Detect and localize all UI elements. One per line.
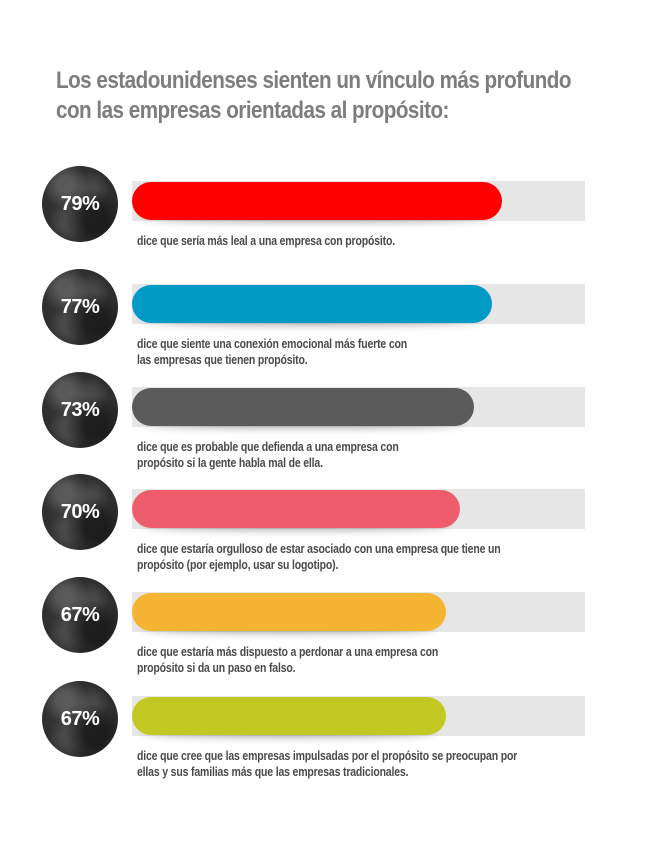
percent-badge: 73% [42,372,118,448]
chart-title: Los estadounidenses sienten un vínculo m… [56,66,589,126]
caption-line: dice que siente una conexión emocional m… [137,337,408,351]
title-line-1: Los estadounidenses sienten un vínculo m… [56,67,572,94]
bar [132,388,474,426]
percent-badge: 67% [42,681,118,757]
bar-row: 79% dice que sería más leal a una empresa… [0,166,650,304]
title-line-2: con las empresas orientadas al propósito… [56,97,449,124]
bar-row: 67% dice que estaría más dispuesto a perd… [0,577,650,715]
percent-badge: 77% [42,269,118,345]
percent-label: 67% [60,603,100,626]
bar [132,490,460,528]
bar-caption: dice que siente una conexión emocional m… [137,336,574,368]
bar [132,182,502,220]
percent-label: 73% [60,398,100,421]
bar-caption: dice que sería más leal a una empresa co… [137,233,574,249]
bar [132,697,446,735]
bar-row: 77% dice que siente una conexión emociona… [0,269,650,407]
percent-label: 67% [60,707,100,730]
caption-line: propósito (por ejemplo, usar su logotipo… [137,558,339,572]
caption-line: ellas y sus familias más que las empresa… [137,765,409,779]
caption-line: dice que sería más leal a una empresa co… [137,234,395,248]
caption-line: las empresas que tienen propósito. [137,353,308,367]
percent-label: 70% [60,500,100,523]
caption-line: dice que estaría orgulloso de estar asoc… [137,542,501,556]
bar [132,593,446,631]
bar [132,285,492,323]
caption-line: propósito si la gente habla mal de ella. [137,456,323,470]
caption-line: dice que es probable que defienda a una … [137,440,399,454]
percent-label: 77% [60,295,100,318]
percent-badge: 70% [42,474,118,550]
bar-caption: dice que estaría orgulloso de estar asoc… [137,541,574,573]
caption-line: dice que estaría más dispuesto a perdona… [137,645,439,659]
caption-line: propósito si da un paso en falso. [137,661,296,675]
percent-badge: 79% [42,166,118,242]
caption-line: dice que cree que las empresas impulsada… [137,749,518,763]
bar-row: 70% dice que estaría orgulloso de estar a… [0,474,650,612]
bar-row: 67% dice que cree que las empresas impuls… [0,681,650,819]
bar-caption: dice que cree que las empresas impulsada… [137,748,574,780]
bar-caption: dice que estaría más dispuesto a perdona… [137,644,574,676]
bar-caption: dice que es probable que defienda a una … [137,439,574,471]
percent-label: 79% [60,192,100,215]
percent-badge: 67% [42,577,118,653]
bar-row: 73% dice que es probable que defienda a u… [0,372,650,510]
